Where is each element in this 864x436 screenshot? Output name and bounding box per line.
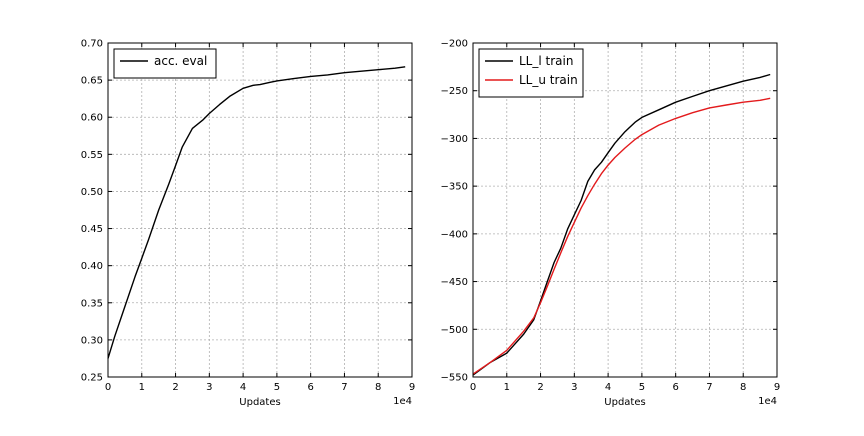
legend: LL_l train LL_u train bbox=[478, 48, 584, 98]
y-tick-label: 0.25 bbox=[81, 373, 103, 384]
y-tick-label: −250 bbox=[441, 86, 468, 97]
plot-frame bbox=[472, 42, 778, 378]
y-tick-label: −500 bbox=[441, 325, 468, 336]
x-tick-label: 1 bbox=[139, 382, 145, 393]
y-tick-label: 0.65 bbox=[81, 76, 103, 87]
y-tick-label: 0.55 bbox=[81, 150, 103, 161]
y-tick-label: −350 bbox=[441, 182, 468, 193]
x-tick-label: 3 bbox=[206, 382, 212, 393]
x-tick-label: 7 bbox=[706, 382, 712, 393]
x-tick-label: 0 bbox=[470, 382, 476, 393]
x-tick-label: 5 bbox=[274, 382, 280, 393]
y-tick-label: −400 bbox=[441, 229, 468, 240]
y-tick-label: 0.40 bbox=[81, 261, 103, 272]
x-tick-label: 0 bbox=[105, 382, 111, 393]
x-tick-label: 8 bbox=[740, 382, 746, 393]
x-tick-label: 9 bbox=[774, 382, 780, 393]
x-tick-label: 3 bbox=[571, 382, 577, 393]
x-tick-label: 8 bbox=[375, 382, 381, 393]
legend: acc. eval bbox=[113, 48, 217, 79]
x-scale-label: 1e4 bbox=[393, 396, 412, 407]
series-line-0 bbox=[107, 66, 406, 359]
x-tick-label: 2 bbox=[537, 382, 543, 393]
legend-label-0: LL_l train bbox=[519, 54, 573, 68]
right-chart-panel: 0 1 2 3 4 5 6 7 8 9 −550 −500 −450 −400 −350 −300 −250 −2… bbox=[441, 39, 781, 409]
x-tick-label: 5 bbox=[639, 382, 645, 393]
y-tick-label: 0.35 bbox=[81, 298, 103, 309]
x-tick-label: 6 bbox=[307, 382, 313, 393]
y-tick-label: 0.30 bbox=[81, 335, 103, 346]
x-tick-label: 7 bbox=[341, 382, 347, 393]
y-tick-label: 0.60 bbox=[81, 113, 103, 124]
x-tick-label: 4 bbox=[605, 382, 611, 393]
series-line-0 bbox=[472, 73, 771, 376]
left-chart-panel: 0 1 2 3 4 5 6 7 8 9 0.25 0.30 0.35 0.40 0.45 0.50 0.55 0.… bbox=[81, 39, 415, 409]
y-tick-label: −200 bbox=[441, 39, 468, 50]
legend-box bbox=[478, 48, 584, 98]
legend-label-1: LL_u train bbox=[519, 73, 578, 87]
x-scale-label: 1e4 bbox=[758, 396, 777, 407]
y-tick-label: 0.50 bbox=[81, 187, 103, 198]
y-tick-label: 0.45 bbox=[81, 224, 103, 235]
series-line-1 bbox=[472, 97, 771, 375]
x-tick-label: 1 bbox=[504, 382, 510, 393]
y-tick-label: −300 bbox=[441, 134, 468, 145]
x-tick-label: 9 bbox=[409, 382, 415, 393]
x-tick-label: 4 bbox=[240, 382, 246, 393]
plot-frame bbox=[107, 42, 413, 378]
legend-label-0: acc. eval bbox=[154, 54, 207, 68]
x-tick-label: 2 bbox=[172, 382, 178, 393]
y-tick-label: 0.70 bbox=[81, 39, 103, 50]
x-tick-label: 6 bbox=[672, 382, 678, 393]
y-tick-label: −450 bbox=[441, 277, 468, 288]
x-axis-label: Updates bbox=[239, 397, 280, 408]
legend-box bbox=[113, 48, 217, 79]
y-tick-label: −550 bbox=[441, 373, 468, 384]
x-axis-label: Updates bbox=[604, 397, 645, 408]
